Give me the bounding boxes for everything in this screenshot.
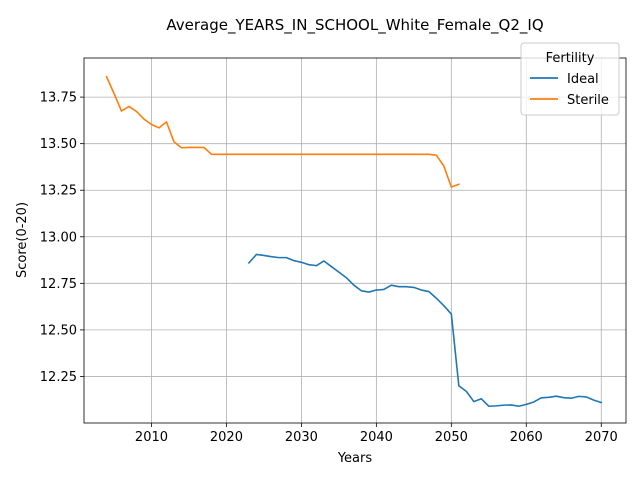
- legend: Fertility Ideal Sterile: [520, 42, 620, 116]
- x-tick-label: 2010: [135, 430, 168, 445]
- legend-box: [520, 42, 620, 116]
- plot-frame: [83, 57, 627, 424]
- y-tick-label: 13.75: [40, 91, 77, 106]
- y-axis-label: Score(0-20): [15, 202, 30, 278]
- series-line-ideal: [247, 253, 603, 408]
- x-tick-label: 2030: [285, 430, 318, 445]
- x-tick-label: 2050: [435, 430, 468, 445]
- legend-label-ideal: Ideal: [567, 72, 599, 87]
- x-axis-label: Years: [337, 451, 373, 466]
- legend-label-sterile: Sterile: [567, 93, 609, 108]
- y-tick-label: 12.50: [40, 323, 77, 338]
- legend-title: Fertility: [546, 51, 595, 66]
- series-lines: [105, 75, 603, 408]
- y-tick-label: 13.25: [40, 184, 77, 199]
- y-tick-label: 13.50: [40, 137, 77, 152]
- y-tick-label: 12.75: [40, 277, 77, 292]
- axis-ticks: 2010 2020 2030 2040 2050 2060 2070 12.25 12.50 12…: [40, 91, 618, 445]
- grid: [84, 58, 626, 423]
- series-line-sterile: [105, 75, 460, 188]
- chart-title: Average_YEARS_IN_SCHOOL_White_Female_Q2_…: [166, 16, 543, 35]
- x-tick-label: 2020: [210, 430, 243, 445]
- x-tick-label: 2060: [510, 430, 543, 445]
- y-tick-label: 13.00: [40, 230, 77, 245]
- x-tick-label: 2070: [585, 430, 618, 445]
- y-tick-label: 12.25: [40, 370, 77, 385]
- x-tick-label: 2040: [360, 430, 393, 445]
